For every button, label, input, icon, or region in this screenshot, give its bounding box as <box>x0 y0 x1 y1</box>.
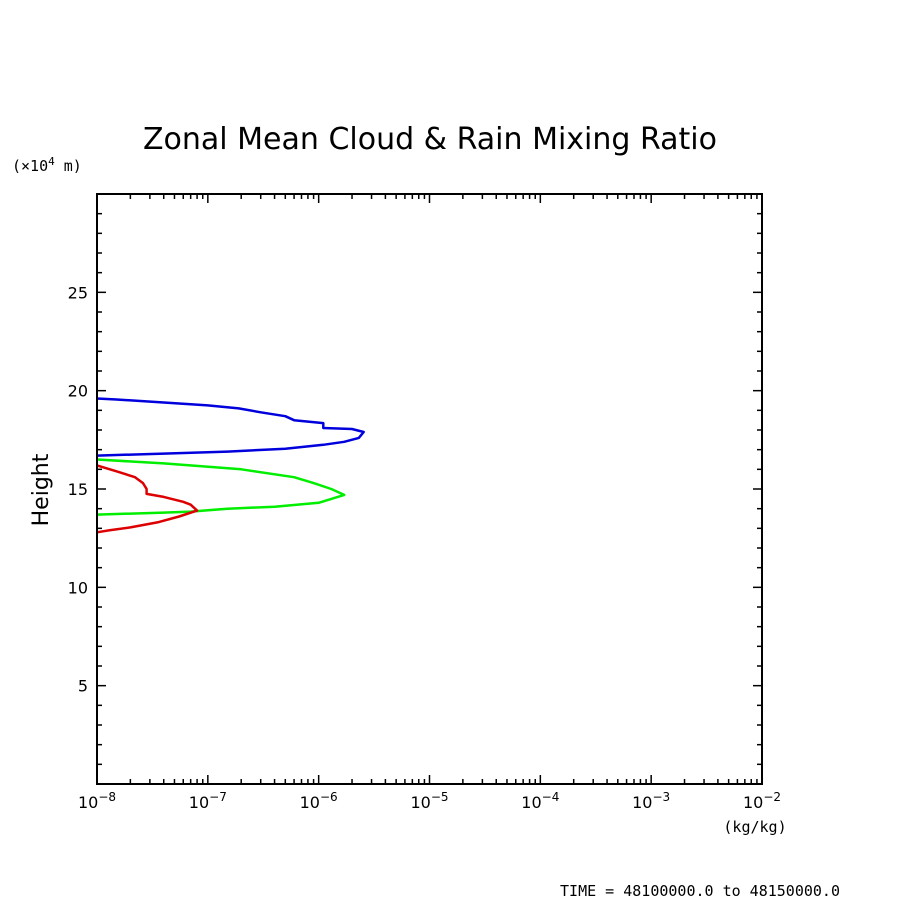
y-unit-prefix: (×10 <box>12 157 48 175</box>
y-tick-label: 5 <box>78 677 88 696</box>
chart-title: Zonal Mean Cloud & Rain Mixing Ratio <box>143 122 717 157</box>
x-tick-label: 10−2 <box>743 790 781 812</box>
plot-frame <box>96 193 763 785</box>
x-tick-label: 10−3 <box>632 790 670 812</box>
axis-ticks <box>96 194 763 784</box>
series-line-1 <box>96 397 365 457</box>
y-unit-label: (×104 m) <box>12 155 82 175</box>
y-tick-label: 20 <box>68 382 88 401</box>
series-line-2 <box>96 458 346 516</box>
x-tick-label: 10−5 <box>410 790 448 812</box>
x-unit-label: (kg/kg) <box>723 818 786 836</box>
series-line-3 <box>96 464 199 534</box>
x-tick-label: 10−6 <box>300 790 338 812</box>
y-unit-suffix: m) <box>55 157 82 175</box>
y-unit-exponent: 4 <box>48 155 55 168</box>
x-tick-label: 10−4 <box>521 790 559 812</box>
y-tick-label: 25 <box>68 283 88 302</box>
y-axis-label: Height <box>29 453 54 526</box>
time-footer: TIME = 48100000.0 to 48150000.0 <box>560 882 840 900</box>
x-tick-label: 10−8 <box>78 790 116 812</box>
x-tick-label: 10−7 <box>189 790 227 812</box>
y-tick-label: 10 <box>68 578 88 597</box>
tick-labels: 5 10 15 20 25 10−8 10−7 10−6 10−5 10−4 10−3 10−2 <box>68 283 781 812</box>
y-tick-label: 15 <box>68 480 88 499</box>
data-series <box>96 397 365 534</box>
